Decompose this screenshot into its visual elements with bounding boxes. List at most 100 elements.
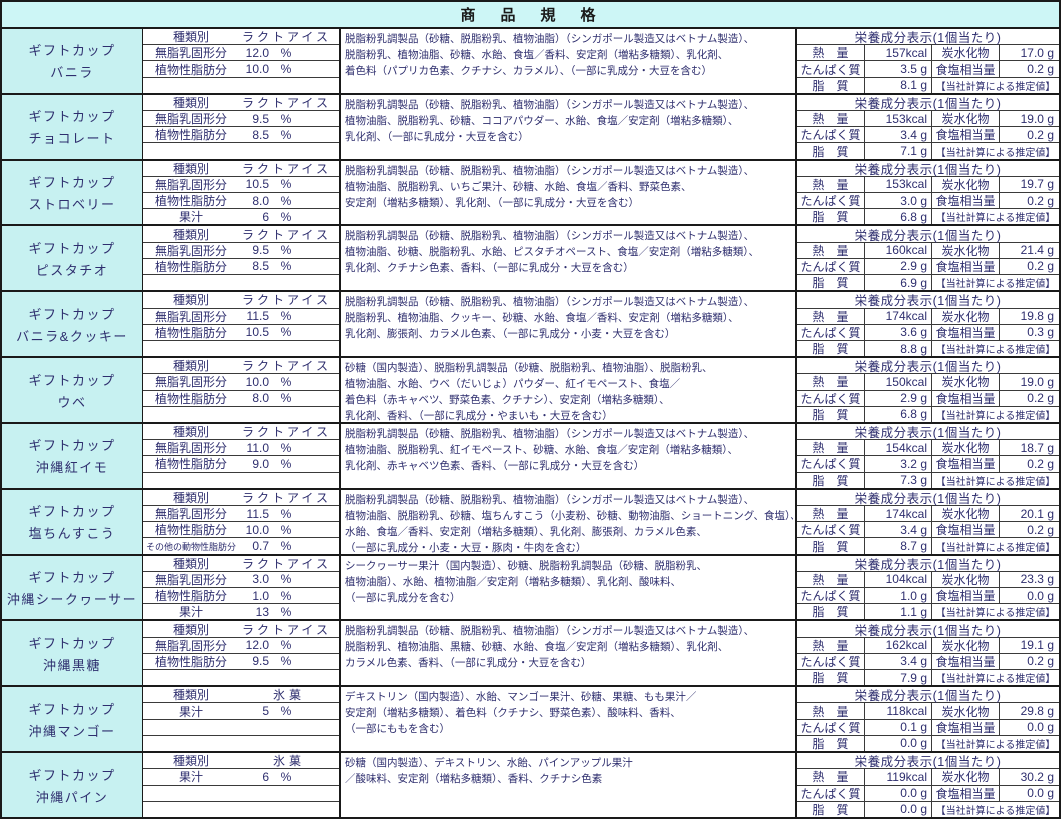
- ingredients-cell: 脱脂粉乳調製品（砂糖、脱脂粉乳、植物油脂）（シンガポール製造又はベトナム製造）、…: [341, 160, 797, 225]
- nutrition-label-carbs: 炭水化物: [932, 506, 1000, 522]
- ingredients-line: 着色料（赤キャベツ、野菜色素、クチナシ）、安定剤（増粘多糖類）、: [345, 394, 670, 407]
- spec-label: 無脂乳固形分: [154, 177, 227, 192]
- spec-label: その他の動物性脂肪分: [145, 541, 236, 552]
- ingredients-line: [345, 671, 793, 685]
- product-name-cell: ギフトカップ 沖縄パイン: [2, 753, 143, 817]
- nutrition-label-protein: たんぱく質: [797, 127, 865, 143]
- nutrition-label-carbs: 炭水化物: [932, 45, 1000, 61]
- ingredients-cell: 砂糖（国内製造）、脱脂粉乳調製品（砂糖、脱脂粉乳、植物油脂）、脱脂粉乳、 植物油…: [341, 358, 797, 422]
- ingredients-line: [345, 787, 793, 803]
- nutrition-row-fat-note: 脂 質 8.7 g 【当社計算による推定値】: [797, 537, 1059, 554]
- nutrition-row-protein-salt: たんぱく質 3.5 g 食塩相当量 0.2 g: [797, 60, 1059, 77]
- product-name-line2: 沖縄シークヮーサー: [6, 592, 138, 608]
- product-name-cell: ギフトカップ ウベ: [2, 358, 143, 422]
- nutrition-value-salt: 0.0 g: [1027, 588, 1054, 603]
- product-name-cell: ギフトカップ バニラ&クッキー: [2, 292, 143, 357]
- spec-unit: %: [280, 374, 292, 389]
- spec-row: 種類別 ラクトアイス: [143, 424, 339, 439]
- spec-row: [143, 718, 339, 735]
- spec-label: 果汁: [178, 210, 203, 225]
- nutrition-label-energy: 熱 量: [797, 440, 865, 456]
- nutrition-label-protein: たんぱく質: [797, 390, 865, 406]
- nutrition-value-energy: 160kcal: [865, 242, 932, 258]
- product-name-line1: ギフトカップ: [28, 570, 116, 586]
- spec-value: ラクトアイス: [241, 95, 331, 110]
- nutrition-row-fat-note: 脂 質 6.8 g 【当社計算による推定値】: [797, 405, 1059, 422]
- spec-row: 種類別 ラクトアイス: [143, 490, 339, 505]
- spec-value: 11.5: [246, 506, 269, 521]
- nutrition-label-energy: 熱 量: [797, 769, 865, 785]
- spec-label: 無脂乳固形分: [154, 112, 227, 127]
- spec-unit: %: [280, 127, 292, 142]
- spec-value: ラクトアイス: [241, 425, 331, 440]
- nutrition-label-fat: 脂 質: [797, 538, 865, 554]
- ingredients-line: [345, 803, 793, 817]
- spec-row: [143, 76, 339, 93]
- spec-unit: %: [280, 572, 292, 587]
- spec-row: 植物性脂肪分 1.0 %: [143, 587, 339, 603]
- nutrition-row-fat-note: 脂 質 6.8 g 【当社計算による推定値】: [797, 208, 1059, 225]
- ingredients-cell: 脱脂粉乳調製品（砂糖、脱脂粉乳、植物油脂）（シンガポール製造又はベトナム製造）、…: [341, 292, 797, 357]
- spec-table: 種類別 氷菓 果汁 6 %: [143, 753, 341, 817]
- spec-label: 果汁: [178, 770, 203, 785]
- ingredients-line: [345, 145, 793, 159]
- nutrition-table: 栄養成分表示(1個当たり) 熱 量 160kcal 炭水化物 21.4 g たん…: [797, 226, 1059, 291]
- ingredients-line: （一部に乳成分を含む）: [345, 591, 461, 604]
- nutrition-value-salt: 0.2 g: [1027, 456, 1054, 471]
- nutrition-value-carbs: 18.7 g: [1020, 440, 1054, 455]
- spec-value: 0.7: [252, 539, 269, 553]
- ingredients-line: 脱脂粉乳、植物油脂、クッキー、砂糖、水飴、食塩／香料、安定剤（増粘多糖類）、: [345, 312, 739, 325]
- spec-label: 種類別: [172, 688, 209, 703]
- spec-unit: %: [280, 209, 292, 224]
- nutrition-label-salt: 食塩相当量: [932, 522, 1000, 538]
- product-name-line2: バニラ&クッキー: [16, 328, 128, 344]
- nutrition-label-carbs: 炭水化物: [932, 440, 1000, 456]
- nutrition-row-fat-note: 脂 質 0.0 g 【当社計算による推定値】: [797, 734, 1059, 752]
- ingredients-line: 乳化剤、赤キャベツ色素、香料、（一部に乳成分・大豆を含む）: [345, 459, 645, 472]
- spec-label: 植物性脂肪分: [154, 523, 227, 538]
- product-row: ギフトカップ チョコレート 種類別 ラクトアイス 無脂乳固形分 9.5 % 植物…: [2, 92, 1059, 159]
- spec-value: 11.0: [246, 440, 269, 455]
- nutrition-estimate-note: 【当社計算による推定値】: [935, 81, 1056, 93]
- spec-unit: %: [280, 193, 292, 208]
- nutrition-table: 栄養成分表示(1個当たり) 熱 量 118kcal 炭水化物 29.8 g たん…: [797, 687, 1059, 752]
- spec-row: 種類別 氷菓: [143, 687, 339, 702]
- spec-row: 無脂乳固形分 10.5 %: [143, 175, 339, 192]
- nutrition-value-fat: 8.8 g: [865, 340, 932, 357]
- nutrition-value-protein: 3.2 g: [865, 456, 932, 472]
- ingredients-line: 乳化剤、香料、（一部に乳成分・やまいも・大豆を含む）: [345, 410, 613, 422]
- nutrition-header: 栄養成分表示(1個当たり): [797, 490, 1059, 506]
- nutrition-value-carbs: 23.3 g: [1020, 572, 1054, 587]
- spec-unit: %: [280, 45, 292, 60]
- nutrition-header: 栄養成分表示(1個当たり): [797, 556, 1059, 572]
- nutrition-row-fat-note: 脂 質 7.3 g 【当社計算による推定値】: [797, 471, 1059, 488]
- product-name-line2: 沖縄紅イモ: [35, 460, 109, 476]
- spec-row: 植物性脂肪分 10.0 %: [143, 521, 339, 537]
- nutrition-value-energy: 153kcal: [865, 176, 932, 193]
- spec-value: 10.0: [245, 522, 269, 537]
- nutrition-row-energy-carbs: 熱 量 153kcal 炭水化物 19.7 g: [797, 176, 1059, 193]
- nutrition-value-carbs: 19.0 g: [1020, 374, 1054, 389]
- nutrition-row-protein-salt: たんぱく質 0.0 g 食塩相当量 0.0 g: [797, 784, 1059, 801]
- spec-label: 種類別: [172, 425, 209, 440]
- spec-value: ラクトアイス: [241, 556, 331, 571]
- ingredients-line: （一部に乳成分・小麦・大豆・豚肉・牛肉を含む）: [345, 541, 587, 554]
- product-name-line1: ギフトカップ: [28, 43, 116, 59]
- spec-label: 果汁: [178, 605, 203, 620]
- nutrition-label-carbs: 炭水化物: [932, 242, 1000, 258]
- spec-table: 種類別 ラクトアイス 無脂乳固形分 10.0 % 植物性脂肪分 8.0 %: [143, 358, 341, 422]
- spec-row: 無脂乳固形分 11.0 %: [143, 439, 339, 455]
- nutrition-value-fat: 1.1 g: [865, 604, 932, 620]
- spec-unit: %: [280, 539, 292, 553]
- nutrition-label-protein: たんぱく質: [797, 522, 865, 538]
- spec-unit: %: [280, 704, 292, 719]
- ingredients-cell: 脱脂粉乳調製品（砂糖、脱脂粉乳、植物油脂）（シンガポール製造又はベトナム製造）、…: [341, 94, 797, 159]
- spec-row: 種類別 氷菓: [143, 753, 339, 768]
- spec-label: 種類別: [172, 293, 209, 308]
- nutrition-row-protein-salt: たんぱく質 2.9 g 食塩相当量 0.2 g: [797, 257, 1059, 275]
- ingredients-line: シークヮーサー果汁（国内製造）、砂糖、脱脂粉乳調製品（砂糖、脱脂粉乳、: [345, 559, 708, 572]
- nutrition-label-energy: 熱 量: [797, 308, 865, 324]
- spec-table: 種類別 ラクトアイス 無脂乳固形分 12.0 % 植物性脂肪分 9.5 %: [143, 621, 341, 686]
- nutrition-label-carbs: 炭水化物: [932, 308, 1000, 324]
- spec-label: 植物性脂肪分: [154, 128, 227, 143]
